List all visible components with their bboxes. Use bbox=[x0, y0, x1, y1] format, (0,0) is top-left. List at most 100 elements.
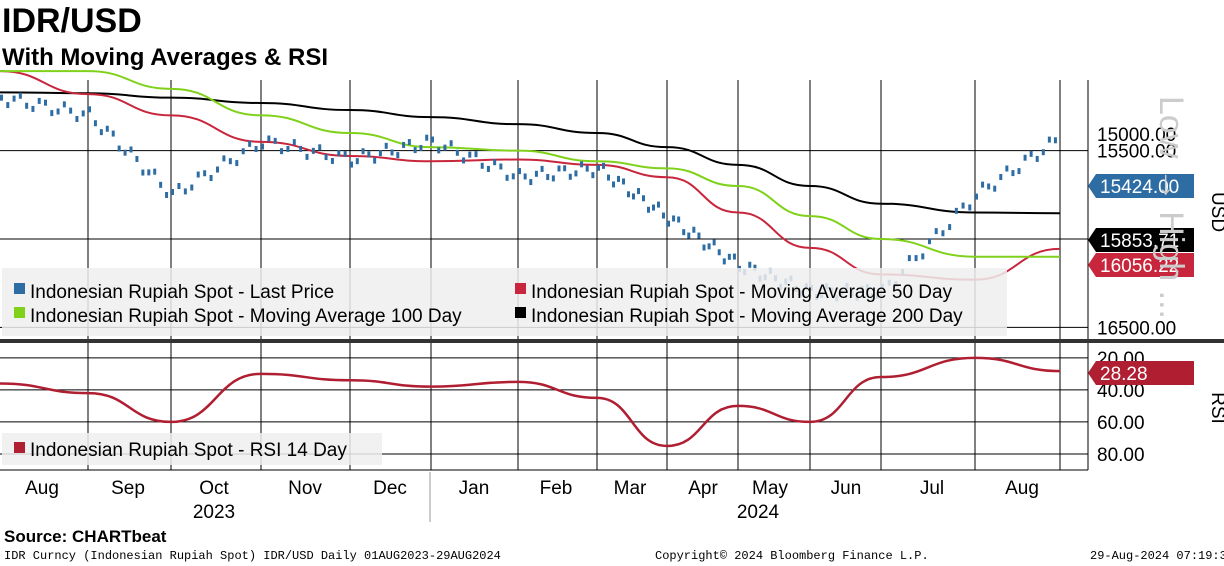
price-bar bbox=[1023, 154, 1027, 161]
x-tick-label: Oct bbox=[199, 478, 229, 499]
tag-shape bbox=[1088, 253, 1194, 277]
price-tick-label: 15500.00 bbox=[1097, 142, 1176, 163]
price-bar bbox=[254, 146, 258, 153]
price-bar bbox=[248, 140, 252, 147]
price-bar bbox=[56, 108, 60, 115]
ma100-line bbox=[0, 70, 1060, 258]
rsi-tick-label: 80.00 bbox=[1097, 445, 1145, 466]
watermark: Low → High ... bbox=[1152, 96, 1190, 319]
price-bar bbox=[99, 129, 103, 136]
ma200-tag: 15853.71 bbox=[1088, 228, 1194, 252]
year-label: 2023 bbox=[193, 502, 235, 523]
price-bar bbox=[1011, 170, 1015, 177]
price-bar bbox=[177, 182, 181, 189]
x-tick-label: Dec bbox=[373, 478, 407, 499]
price-bar bbox=[748, 261, 752, 268]
legend-box bbox=[2, 433, 382, 465]
price-bar bbox=[241, 148, 245, 155]
price-bar bbox=[196, 171, 200, 178]
price-bar bbox=[1035, 155, 1039, 162]
price-bar bbox=[687, 232, 691, 239]
price-bar bbox=[419, 145, 423, 152]
chart-subtitle: With Moving Averages & RSI bbox=[2, 44, 329, 71]
legend-label: Indonesian Rupiah Spot - Last Price bbox=[30, 282, 334, 303]
legend-label: Indonesian Rupiah Spot - Moving Average … bbox=[531, 282, 953, 303]
price-bar bbox=[0, 94, 3, 101]
price-bar bbox=[62, 101, 66, 108]
price-bar bbox=[975, 193, 978, 200]
price-bar bbox=[546, 174, 550, 181]
price-bar bbox=[563, 165, 567, 172]
price-bar bbox=[602, 162, 605, 169]
price-bar bbox=[657, 201, 660, 208]
price-bar bbox=[367, 151, 371, 158]
price-bar bbox=[425, 134, 429, 141]
price-bar bbox=[493, 159, 497, 166]
price-bar bbox=[12, 95, 16, 102]
price-bar bbox=[44, 99, 47, 106]
price-bar bbox=[667, 220, 670, 227]
price-bar bbox=[292, 139, 296, 146]
price-bar bbox=[540, 165, 544, 172]
price-bar bbox=[941, 230, 945, 237]
price-bar bbox=[692, 226, 696, 233]
tag-label: 15424.00 bbox=[1100, 177, 1179, 198]
price-bar bbox=[378, 150, 382, 157]
price-bar bbox=[702, 244, 706, 251]
price-bar bbox=[934, 228, 938, 235]
legend-swatch bbox=[515, 283, 526, 294]
price-bar bbox=[305, 153, 309, 160]
price-bar bbox=[627, 191, 630, 198]
tag-shape bbox=[1088, 228, 1194, 252]
price-bar bbox=[111, 130, 115, 137]
source-label: Source: CHARTbeat bbox=[4, 527, 167, 546]
price-bar bbox=[81, 110, 85, 117]
price-bar bbox=[261, 143, 264, 150]
ma50-tag: 16056.22 bbox=[1088, 253, 1194, 277]
x-tick-label: Nov bbox=[288, 478, 322, 499]
copyright: Copyright© 2024 Bloomberg Finance L.P. bbox=[655, 549, 929, 563]
price-bar bbox=[529, 179, 533, 186]
price-bar bbox=[712, 239, 716, 246]
price-bar bbox=[18, 92, 22, 99]
price-legend: Indonesian Rupiah Spot - Last Price Indon… bbox=[2, 268, 1007, 336]
price-bar bbox=[1041, 149, 1045, 156]
price-bar bbox=[273, 137, 277, 144]
ticker-info: IDR Curncy (Indonesian Rupiah Spot) IDR/… bbox=[4, 549, 501, 563]
price-bar bbox=[580, 161, 584, 168]
x-tick-label: Aug bbox=[25, 478, 59, 499]
price-bar bbox=[499, 163, 503, 170]
price-bar bbox=[135, 155, 139, 162]
price-bar bbox=[511, 173, 515, 180]
price-bar bbox=[486, 165, 490, 172]
price-bar bbox=[165, 191, 169, 198]
price-bar bbox=[88, 106, 91, 113]
price-bar bbox=[647, 206, 650, 213]
price-bar bbox=[318, 144, 322, 151]
price-axis-title: USD bbox=[1207, 192, 1224, 232]
price-bar bbox=[1029, 150, 1033, 157]
rsi-line bbox=[0, 356, 1061, 448]
price-bar bbox=[557, 165, 561, 172]
price-bar bbox=[591, 172, 595, 179]
price-bar bbox=[642, 195, 645, 202]
price-bar bbox=[523, 173, 527, 180]
price-bar bbox=[574, 170, 578, 177]
tag-label: 15853.71 bbox=[1100, 231, 1179, 252]
price-bar bbox=[954, 207, 958, 214]
price-bar bbox=[717, 249, 721, 256]
price-bar bbox=[455, 149, 459, 156]
x-tick-label: Jul bbox=[920, 478, 944, 499]
price-bar bbox=[727, 253, 731, 260]
price-bar bbox=[6, 102, 10, 109]
price-bar bbox=[390, 149, 394, 156]
price-bar bbox=[235, 160, 239, 167]
tag-label: 16056.22 bbox=[1100, 256, 1179, 277]
price-bar bbox=[105, 125, 109, 132]
price-bar bbox=[171, 189, 174, 196]
price-bar bbox=[534, 170, 538, 177]
price-bar bbox=[993, 185, 997, 192]
rsi-tag: 28.28 bbox=[1088, 361, 1194, 385]
price-bar bbox=[147, 169, 151, 176]
price-bar bbox=[697, 232, 701, 239]
